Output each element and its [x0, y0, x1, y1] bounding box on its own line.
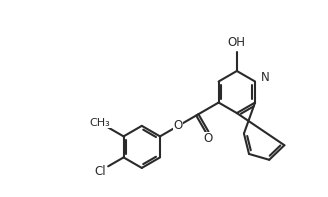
- Text: O: O: [174, 119, 183, 132]
- Text: Cl: Cl: [94, 165, 106, 178]
- Text: N: N: [261, 72, 270, 85]
- Text: CH₃: CH₃: [89, 118, 110, 128]
- Text: OH: OH: [228, 36, 246, 49]
- Text: O: O: [204, 132, 213, 145]
